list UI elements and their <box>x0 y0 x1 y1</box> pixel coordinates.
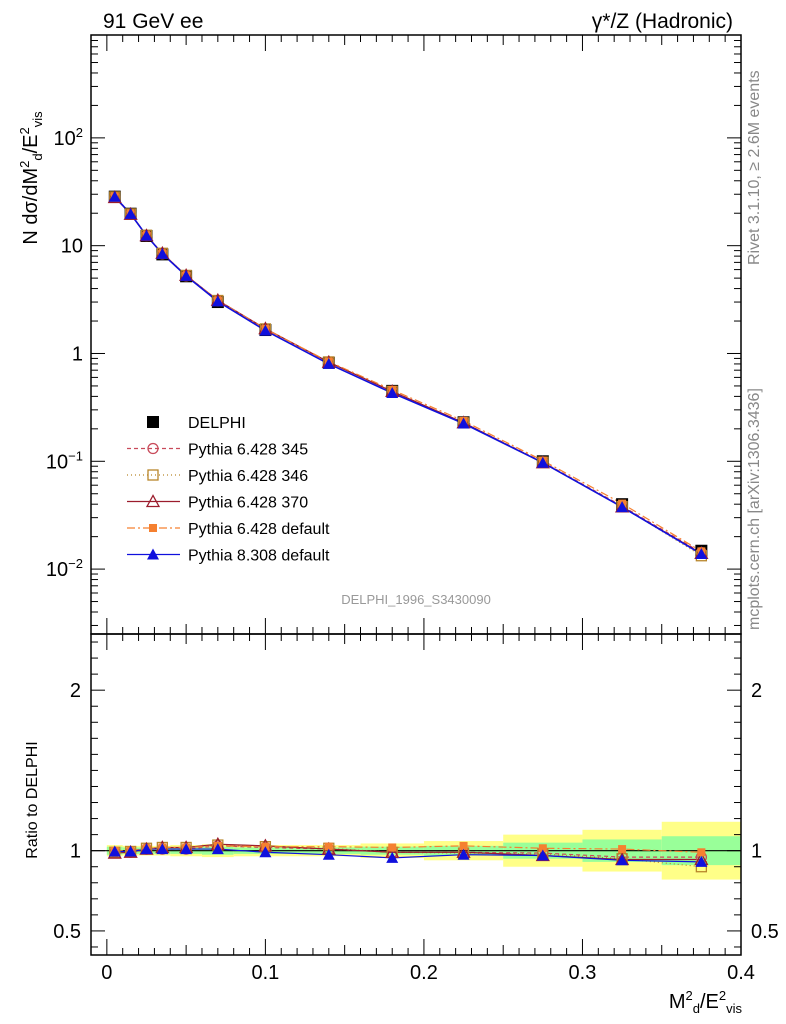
mcplots-label: mcplots.cern.ch [arXiv:1306.3436] <box>746 388 763 630</box>
data-point <box>180 843 193 855</box>
ratio-y-tick-label-right: 1 <box>751 841 762 863</box>
y-tick-label: 102 <box>54 125 83 150</box>
data-point <box>149 524 157 532</box>
data-point <box>124 207 137 219</box>
x-tick-label: 0.1 <box>251 962 279 984</box>
data-point <box>145 494 161 508</box>
ratio-y-tick-label: 0.5 <box>53 921 81 943</box>
data-point <box>211 295 224 307</box>
x-tick-label: 0.3 <box>569 962 597 984</box>
data-point <box>386 851 399 863</box>
data-point <box>259 324 272 336</box>
data-point <box>211 843 224 855</box>
data-point <box>538 844 547 853</box>
legend-label: Pythia 8.308 default <box>188 548 330 565</box>
ratio-y-tick-label-right: 0.5 <box>751 921 779 943</box>
data-point <box>259 846 272 858</box>
ratio-y-tick-label: 2 <box>70 680 81 702</box>
data-point <box>156 247 169 259</box>
x-axis-label: M2d/E2vis <box>669 988 743 1016</box>
y-tick-label: 10 <box>61 236 83 258</box>
data-point <box>697 848 706 857</box>
legend-label: Pythia 6.428 default <box>188 521 330 538</box>
ratio-y-axis-label: Ratio to DELPHI <box>24 741 41 858</box>
legend-label: Pythia 6.428 346 <box>188 468 308 485</box>
rivet-version-label: Rivet 3.1.10, ≥ 2.6M events <box>746 70 763 265</box>
y-tick-label: 1 <box>72 343 83 365</box>
data-point <box>695 855 708 867</box>
data-point <box>388 843 397 852</box>
data-point <box>386 386 399 398</box>
ratio-y-tick-label: 1 <box>70 841 81 863</box>
data-point <box>147 548 159 560</box>
data-point <box>324 842 333 851</box>
data-point <box>147 416 159 428</box>
main-plot-panel: 10−2 10−1 1 10 102 DELPHI_1996_S3430090 DELPHI… <box>46 34 742 635</box>
data-point <box>156 843 169 855</box>
data-point <box>147 469 159 481</box>
data-point <box>459 841 468 850</box>
data-point <box>108 845 121 857</box>
x-tick-label: 0 <box>101 962 112 984</box>
data-point <box>180 269 193 281</box>
ratio-plot-panel: 0 0.1 0.2 0.3 0.4 0.5 0.5 1 1 2 2 <box>53 633 779 984</box>
svg-text:N dσ/dM2d/E2vis: N dσ/dM2d/E2vis <box>17 111 45 245</box>
data-point <box>536 456 549 468</box>
legend-item: Pythia 6.428 346 <box>127 468 308 485</box>
legend-label: Pythia 6.428 345 <box>188 442 308 459</box>
data-point <box>140 843 153 855</box>
data-point <box>536 849 549 861</box>
data-point <box>616 854 629 866</box>
legend-item: Pythia 8.308 default <box>127 548 330 565</box>
ratio-y-tick-label-right: 2 <box>751 680 762 702</box>
x-tick-label: 0.2 <box>410 962 438 984</box>
title-right: γ*/Z (Hadronic) <box>592 10 733 33</box>
analysis-watermark: DELPHI_1996_S3430090 <box>341 592 491 607</box>
y-tick-label: 10−2 <box>46 556 83 581</box>
main-plot-frame <box>90 34 742 635</box>
x-tick-label: 0.4 <box>727 962 755 984</box>
legend: DELPHI Pythia 6.428 345 Pythia 6.428 346 Py… <box>127 415 330 565</box>
title-left: 91 GeV ee <box>103 10 203 33</box>
data-point <box>108 190 121 202</box>
data-point <box>322 357 335 369</box>
data-point <box>147 442 159 455</box>
data-point <box>457 848 470 860</box>
legend-item: Pythia 6.428 370 <box>127 494 308 512</box>
data-point <box>695 548 708 560</box>
svg-text:M2d/E2vis: M2d/E2vis <box>669 988 743 1016</box>
data-point <box>124 845 137 857</box>
data-point <box>616 501 629 513</box>
data-point <box>457 417 470 429</box>
data-point <box>618 845 627 854</box>
legend-item: DELPHI <box>147 415 246 432</box>
legend-label: Pythia 6.428 370 <box>188 495 308 512</box>
ratio-plot-frame <box>90 633 742 956</box>
main-y-axis-label: N dσ/dM2d/E2vis <box>17 111 45 245</box>
legend-item: Pythia 6.428 default <box>127 521 330 538</box>
legend-item: Pythia 6.428 345 <box>127 442 308 459</box>
data-point <box>322 848 335 860</box>
data-point <box>140 229 153 241</box>
y-tick-label: 10−1 <box>46 448 83 473</box>
legend-label: DELPHI <box>188 415 246 432</box>
